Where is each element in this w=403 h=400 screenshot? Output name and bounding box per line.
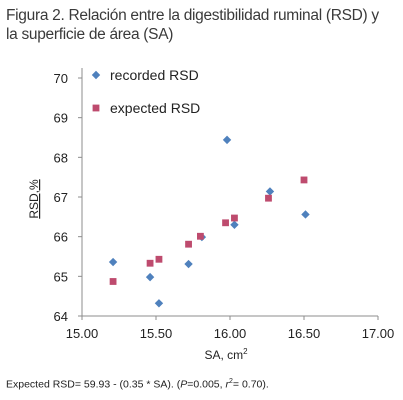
chart-legend: recorded RSD expected RSD	[91, 67, 200, 116]
y-tick-label: 68	[54, 150, 68, 165]
recorded-rsd-point	[222, 135, 232, 145]
expected-rsd-point	[265, 194, 272, 202]
y-tick-label: 67	[54, 190, 68, 205]
chart-data-points	[108, 135, 310, 308]
figure-caption: Figura 2. Relación entre la digestibilid…	[6, 6, 400, 44]
caption-line-1: Figura 2. Relación entre la digestibilid…	[6, 7, 379, 24]
expected-rsd-point	[197, 232, 204, 240]
legend-expected-marker	[92, 104, 100, 112]
expected-rsd-point	[109, 278, 117, 285]
expected-rsd-point	[185, 240, 192, 248]
recorded-rsd-point	[108, 257, 118, 267]
caption-line-2: la superficie de área (SA)	[6, 26, 174, 43]
x-axis-label-superscript: 2	[243, 347, 248, 356]
recorded-rsd-point	[145, 272, 155, 282]
footnote-r-superscript: 2	[228, 378, 233, 385]
legend-entry-label: expected RSD	[110, 100, 200, 116]
expected-rsd-point	[300, 176, 308, 184]
y-tick-label: 69	[54, 111, 68, 126]
footnote-text-1: Expected RSD= 59.93 - (0.35 * SA). (	[6, 378, 181, 391]
recorded-rsd-point	[265, 187, 275, 196]
x-tick-label: 16.00	[214, 326, 247, 341]
y-tick-label: 65	[54, 269, 68, 284]
expected-rsd-point	[231, 214, 238, 222]
recorded-rsd-point	[154, 299, 164, 308]
recorded-rsd-point	[230, 220, 239, 229]
x-tick-label: 15.00	[66, 326, 99, 341]
y-axis-label: RSD,%	[27, 179, 41, 219]
expected-rsd-point	[146, 259, 154, 267]
footnote-r-symbol: r	[225, 378, 229, 391]
recorded-rsd-point	[301, 210, 310, 219]
x-tick-label: 16.50	[288, 326, 321, 341]
chart-axes	[78, 68, 379, 320]
legend-recorded-marker	[91, 70, 101, 80]
footnote-p-symbol: P	[180, 378, 188, 391]
footnote-text-3: = 0.70).	[232, 378, 269, 391]
recorded-rsd-point	[184, 259, 193, 269]
x-axis-label: SA, cm2	[204, 347, 248, 362]
x-tick-label: 15.50	[140, 326, 173, 341]
y-tick-label: 64	[54, 309, 68, 324]
footnote-text-2: =0.005,	[187, 378, 226, 391]
expected-rsd-point	[222, 219, 229, 227]
chart-tick-labels: 64 65 66 67 68 69 70 15.00 15.50 16.00 16.50 17.00	[54, 71, 395, 341]
y-tick-label: 70	[54, 71, 68, 86]
expected-rsd-point	[155, 255, 163, 263]
regression-footnote: Expected RSD= 59.93 - (0.35 * SA). (P=0.…	[6, 378, 269, 391]
legend-entry-label: recorded RSD	[110, 67, 199, 83]
x-tick-label: 17.00	[362, 326, 395, 341]
y-tick-label: 66	[54, 230, 68, 245]
